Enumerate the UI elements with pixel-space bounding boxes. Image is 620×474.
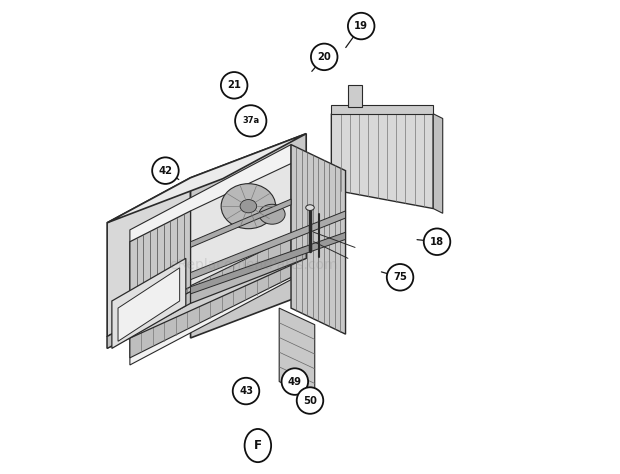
Ellipse shape: [306, 205, 314, 210]
Ellipse shape: [240, 200, 257, 213]
Polygon shape: [348, 85, 362, 107]
Circle shape: [387, 264, 414, 291]
Ellipse shape: [244, 429, 271, 462]
Text: 18: 18: [430, 237, 444, 247]
Polygon shape: [190, 211, 345, 280]
Text: 42: 42: [159, 165, 172, 176]
Polygon shape: [331, 105, 433, 114]
Text: eReplacementParts.com: eReplacementParts.com: [169, 258, 337, 273]
Text: 43: 43: [239, 386, 253, 396]
Text: F: F: [254, 439, 262, 452]
Polygon shape: [118, 268, 180, 341]
Circle shape: [311, 44, 337, 70]
Circle shape: [232, 378, 259, 404]
Polygon shape: [107, 292, 190, 348]
Polygon shape: [130, 237, 291, 358]
Polygon shape: [107, 246, 306, 348]
Ellipse shape: [259, 204, 285, 224]
Text: 50: 50: [303, 395, 317, 406]
Circle shape: [152, 157, 179, 184]
Circle shape: [348, 13, 374, 39]
Ellipse shape: [221, 184, 276, 229]
Circle shape: [235, 105, 267, 137]
Polygon shape: [190, 164, 291, 325]
Polygon shape: [279, 308, 315, 398]
Circle shape: [221, 72, 247, 99]
Polygon shape: [190, 232, 345, 294]
Circle shape: [297, 387, 323, 414]
Text: 19: 19: [354, 21, 368, 31]
Text: 75: 75: [393, 272, 407, 283]
Text: 20: 20: [317, 52, 331, 62]
Polygon shape: [190, 246, 306, 303]
Polygon shape: [190, 199, 291, 247]
Polygon shape: [130, 145, 291, 365]
Text: 21: 21: [227, 80, 241, 91]
Polygon shape: [130, 211, 190, 318]
Polygon shape: [291, 145, 345, 334]
Polygon shape: [112, 258, 186, 348]
Text: 49: 49: [288, 376, 302, 387]
Circle shape: [423, 228, 450, 255]
Polygon shape: [190, 134, 306, 338]
Polygon shape: [331, 114, 433, 209]
Circle shape: [281, 368, 308, 395]
Polygon shape: [107, 134, 306, 223]
Text: 37a: 37a: [242, 117, 259, 125]
Polygon shape: [433, 114, 443, 213]
Polygon shape: [107, 178, 190, 337]
